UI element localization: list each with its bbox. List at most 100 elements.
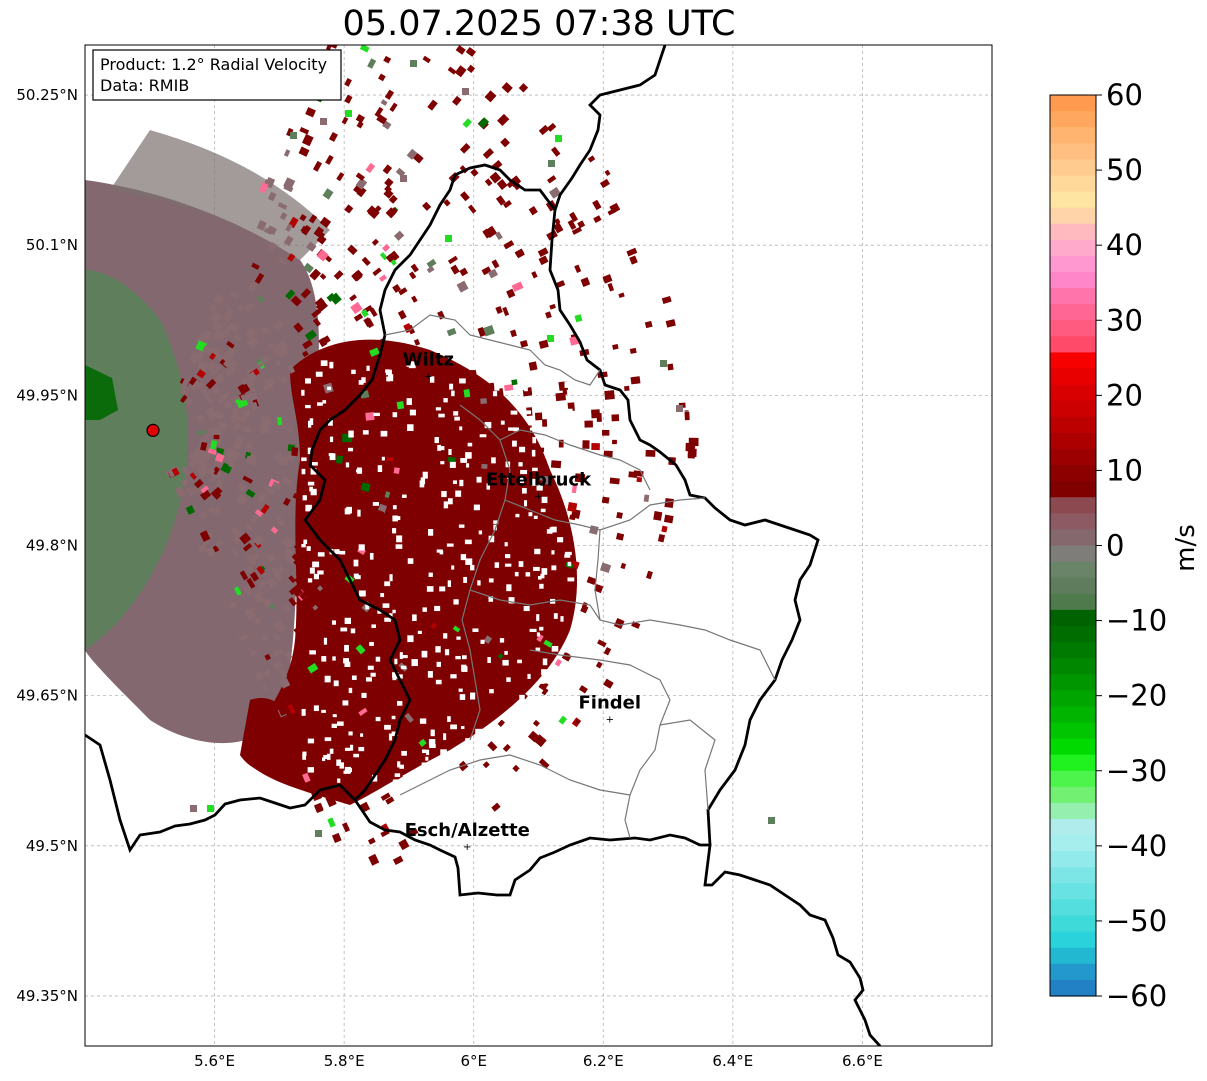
echo-pixel xyxy=(314,592,324,602)
echo-gap xyxy=(512,440,517,447)
echo-pixel xyxy=(309,268,322,281)
echo-gap xyxy=(407,424,414,432)
echo-gap xyxy=(332,714,337,718)
echo-pixel xyxy=(384,491,391,499)
echo-pixel xyxy=(479,562,487,570)
echo-pixel xyxy=(240,377,248,386)
echo-pixel xyxy=(380,99,388,106)
echo-pixel xyxy=(424,722,434,732)
echo-gap xyxy=(427,671,433,678)
echo-gap xyxy=(447,716,451,722)
echo-pixel xyxy=(250,401,259,410)
echo-gap xyxy=(340,627,348,632)
echo-pixel xyxy=(451,95,462,106)
echo-gap xyxy=(382,603,390,608)
echo-pixel xyxy=(174,486,186,498)
echo-pixel xyxy=(413,423,419,431)
echo-pixel xyxy=(211,385,221,395)
echo-pixel xyxy=(257,580,267,589)
colorbar-segment xyxy=(1050,883,1096,901)
echo-gap xyxy=(532,437,537,444)
echo-pixel xyxy=(284,554,296,565)
echo-gap xyxy=(557,537,564,543)
echo-pixel xyxy=(394,391,404,402)
colorbar-segment xyxy=(1050,400,1096,418)
echo-pixel xyxy=(523,475,531,482)
echo-pixel xyxy=(274,320,284,331)
echo-pixel xyxy=(218,421,228,430)
echo-gap xyxy=(447,498,453,505)
echo-gap xyxy=(375,716,381,722)
echo-pixel xyxy=(373,205,382,213)
echo-gap xyxy=(392,505,397,510)
echo-pixel xyxy=(347,244,358,256)
echo-gap xyxy=(301,708,306,716)
echo-pixel xyxy=(665,319,676,328)
echo-gap xyxy=(488,596,494,602)
echo-gap xyxy=(563,691,568,696)
echo-gap xyxy=(444,649,450,656)
echo-pixel xyxy=(328,131,338,142)
echo-pixel xyxy=(620,562,627,570)
echo-gap xyxy=(313,705,319,712)
echo-gap xyxy=(324,737,332,742)
echo-gap xyxy=(313,573,320,580)
echo-gap xyxy=(500,765,505,772)
echo-pixel xyxy=(400,371,410,381)
colorbar-segment xyxy=(1050,802,1096,820)
echo-pixel xyxy=(341,116,349,125)
lat-tick-label: 50.25°N xyxy=(16,86,78,104)
echo-gap xyxy=(564,554,571,558)
colorbar-segment xyxy=(1050,448,1096,466)
echo-pixel xyxy=(288,597,297,607)
echo-pixel xyxy=(412,152,424,164)
echo-gap xyxy=(492,391,498,397)
echo-pixel xyxy=(299,589,310,600)
city-label: Findel xyxy=(578,693,641,714)
echo-gap xyxy=(420,477,426,485)
echo-pixel xyxy=(247,371,258,383)
echo-pixel xyxy=(314,802,324,813)
echo-pixel xyxy=(408,827,419,837)
echo-gap xyxy=(312,561,320,568)
echo-pixel xyxy=(383,55,392,64)
echo-gap xyxy=(435,646,441,653)
echo-pixel xyxy=(250,552,260,562)
echo-pixel xyxy=(367,837,376,845)
echo-pixel xyxy=(591,442,600,451)
echo-pixel xyxy=(320,442,329,453)
echo-pixel xyxy=(209,304,218,313)
echo-pixel xyxy=(546,122,557,132)
echo-pixel xyxy=(229,291,239,299)
echo-pixel xyxy=(603,647,612,656)
echo-pixel xyxy=(236,493,249,506)
echo-gap xyxy=(303,539,308,545)
echo-pixel xyxy=(378,73,386,82)
echo-gap xyxy=(425,756,429,761)
echo-gap xyxy=(535,647,541,651)
echo-pixel xyxy=(287,253,296,262)
echo-pixel xyxy=(260,354,271,365)
echo-pixel xyxy=(306,383,318,393)
echo-pixel xyxy=(274,452,282,461)
echo-pixel xyxy=(200,485,209,494)
echo-gap xyxy=(397,761,401,768)
echo-pixel xyxy=(411,561,421,570)
echo-pixel xyxy=(211,505,222,516)
echo-gap xyxy=(541,568,548,575)
echo-pixel xyxy=(455,383,462,393)
colorbar-tick-label: 0 xyxy=(1106,529,1124,563)
echo-gap xyxy=(421,762,428,769)
echo-gap xyxy=(534,727,540,732)
info-data-source: Data: RMIB xyxy=(100,76,189,95)
echo-gap xyxy=(419,718,427,724)
echo-pixel xyxy=(284,650,293,660)
echo-pixel xyxy=(257,493,267,503)
echo-gap xyxy=(510,370,518,374)
echo-pixel xyxy=(407,523,415,530)
echo-pixel xyxy=(282,497,291,507)
echo-pixel xyxy=(343,420,350,427)
echo-pixel xyxy=(629,347,637,354)
lon-tick-label: 5.6°E xyxy=(194,1052,235,1070)
echo-pixel xyxy=(300,225,310,235)
